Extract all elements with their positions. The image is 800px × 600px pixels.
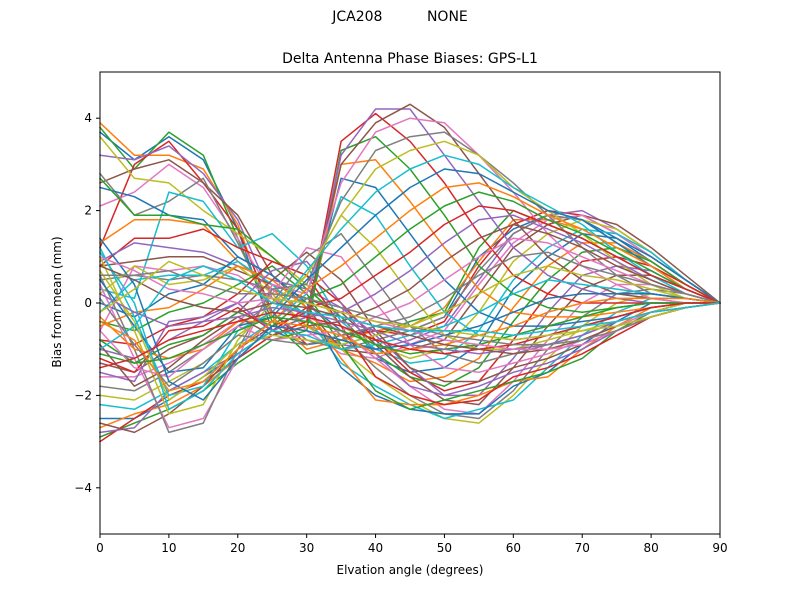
- x-tick-label: 50: [437, 541, 452, 555]
- axes: 0 10 20 30 40 50 60 70 80 90 −4 −2 0 2 4: [74, 71, 728, 555]
- suptitle-radome: NONE: [426, 9, 468, 25]
- series-line: [98, 135, 722, 360]
- figure-suptitle: JCA208 NONE: [0, 9, 800, 25]
- series-line: [98, 223, 721, 387]
- x-tick-label: 10: [161, 541, 176, 555]
- y-tick-label: 2: [84, 204, 92, 218]
- y-tick-label: −2: [74, 388, 92, 402]
- x-axis-label: Elvation angle (degrees): [337, 563, 484, 577]
- chart-title: Delta Antenna Phase Biases: GPS-L1: [282, 51, 538, 67]
- x-tick-label: 40: [368, 541, 383, 555]
- y-tick-label: 0: [84, 296, 92, 310]
- suptitle-station: JCA208: [332, 9, 383, 25]
- y-tick-label: 4: [84, 111, 92, 125]
- series-line: [99, 214, 721, 383]
- x-tick-label: 30: [299, 541, 314, 555]
- series-line: [99, 117, 721, 429]
- x-tick-label: 80: [643, 541, 658, 555]
- series-line: [98, 260, 721, 341]
- x-tick-label: 0: [96, 541, 104, 555]
- y-tick-label: −4: [74, 481, 92, 495]
- series-line: [98, 191, 721, 364]
- series-line: [98, 168, 721, 374]
- series-line: [98, 131, 722, 346]
- x-tick-label: 90: [712, 541, 727, 555]
- series-line: [98, 251, 721, 387]
- series-line: [98, 265, 721, 351]
- series-line: [99, 205, 721, 374]
- series-lines: [98, 103, 722, 443]
- series-line: [98, 237, 721, 378]
- series-line: [99, 302, 721, 369]
- x-tick-label: 70: [575, 541, 590, 555]
- y-axis-label: Bias from mean (mm): [50, 236, 64, 367]
- series-line: [99, 302, 721, 364]
- series-line: [99, 191, 722, 364]
- x-tick-label: 60: [506, 541, 521, 555]
- x-tick-label: 20: [230, 541, 245, 555]
